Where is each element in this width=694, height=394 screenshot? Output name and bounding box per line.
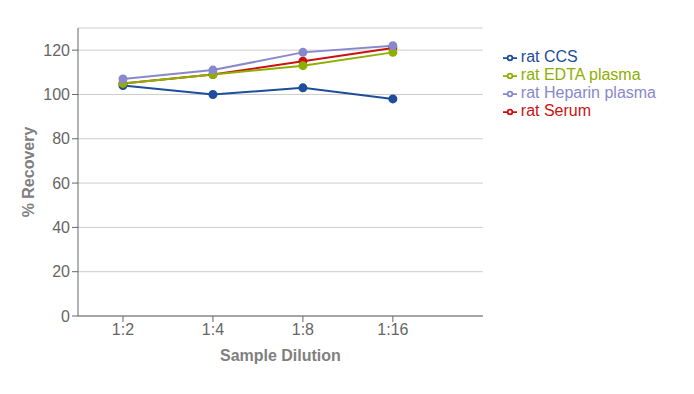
svg-text:80: 80 [52, 130, 70, 147]
svg-text:1:2: 1:2 [112, 321, 134, 338]
svg-text:20: 20 [52, 263, 70, 280]
svg-text:0: 0 [61, 308, 70, 325]
svg-text:120: 120 [43, 42, 70, 59]
svg-text:40: 40 [52, 219, 70, 236]
svg-text:Sample Dilution: Sample Dilution [220, 347, 341, 364]
html-text:rat Serum: rat Serum [520, 102, 592, 119]
html-text:rat EDTA plasma: rat EDTA plasma [520, 66, 641, 83]
svg-text:% Recovery: % Recovery [20, 127, 37, 218]
html-text:rat CCS: rat CCS [520, 48, 578, 65]
svg-text:1:16: 1:16 [377, 321, 408, 338]
html-text:rat Heparin plasma: rat Heparin plasma [520, 84, 656, 101]
svg-text:60: 60 [52, 175, 70, 192]
svg-text:100: 100 [43, 86, 70, 103]
svg-text:1:4: 1:4 [202, 321, 224, 338]
svg-text:1:8: 1:8 [292, 321, 314, 338]
